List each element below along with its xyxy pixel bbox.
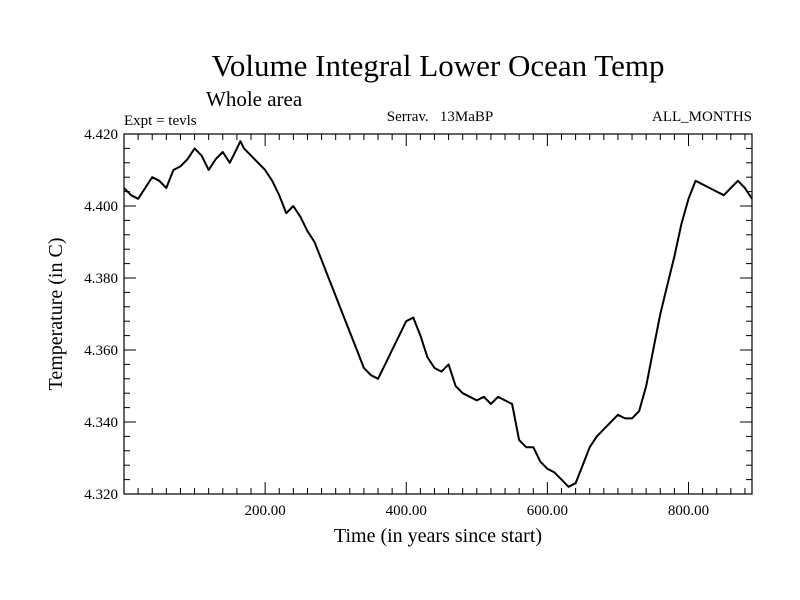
y-axis-label: Temperature (in C) [45,238,67,391]
x-tick-label: 400.00 [386,503,427,519]
x-axis-label: Time (in years since start) [334,525,542,547]
chart-subtitle: Whole area [206,87,303,111]
x-tick-label: 200.00 [244,503,285,519]
plot-frame [123,133,753,495]
annotation-center: Serrav. 13MaBP [387,109,494,125]
annotation-left: Expt = tevls [124,113,197,129]
y-tick-label: 4.320 [84,487,118,503]
y-tick-label: 4.380 [84,271,118,287]
annotation-right: ALL_MONTHS [652,109,752,125]
plot-area: 200.00 400.00 600.00 800.00 4.320 4.340 4.360 4… [84,127,753,519]
y-tick-label: 4.360 [84,343,118,359]
y-tick-label: 4.420 [84,127,118,143]
y-tick-label: 4.340 [84,415,118,431]
x-tick-label: 800.00 [668,503,709,519]
chart-title: Volume Integral Lower Ocean Temp [212,48,665,83]
y-tick-label: 4.400 [84,199,118,215]
tick-labels: 200.00 400.00 600.00 800.00 4.320 4.340 4.360 4… [84,127,709,519]
x-tick-label: 600.00 [527,503,568,519]
tick-marks [124,134,752,494]
series-line-temperature [123,140,753,488]
